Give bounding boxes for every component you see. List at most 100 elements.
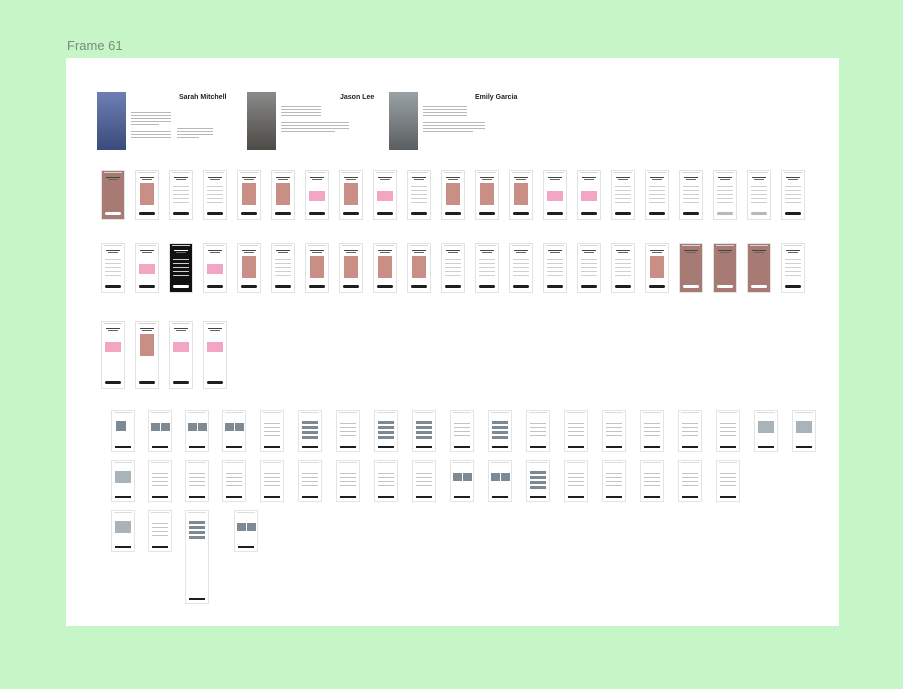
wireframe-screen[interactable]	[526, 460, 550, 502]
wireframe-screen[interactable]	[450, 460, 474, 502]
wireframe-screen[interactable]	[602, 410, 626, 452]
app-screen[interactable]	[237, 170, 261, 220]
app-screen[interactable]	[713, 243, 737, 293]
app-screen[interactable]	[679, 243, 703, 293]
persona-name: Sarah Mitchell	[179, 94, 227, 101]
wireframe-screen[interactable]	[148, 460, 172, 502]
app-screen[interactable]	[135, 243, 159, 293]
app-screen[interactable]	[373, 170, 397, 220]
wireframe-screen[interactable]	[148, 410, 172, 452]
wireframe-screen[interactable]	[148, 510, 172, 552]
app-screen[interactable]	[101, 170, 125, 220]
app-screen[interactable]	[101, 243, 125, 293]
persona-name: Jason Lee	[340, 94, 375, 101]
wireframe-screen[interactable]	[526, 410, 550, 452]
app-screen[interactable]	[747, 170, 771, 220]
app-screen[interactable]	[645, 243, 669, 293]
app-screen[interactable]	[543, 170, 567, 220]
app-screen[interactable]	[169, 243, 193, 293]
app-screen[interactable]	[373, 243, 397, 293]
wireframe-screen[interactable]	[792, 410, 816, 452]
wireframe-screen[interactable]	[374, 460, 398, 502]
app-screen[interactable]	[169, 170, 193, 220]
app-screen[interactable]	[577, 170, 601, 220]
app-screen[interactable]	[169, 321, 193, 389]
app-screen[interactable]	[407, 170, 431, 220]
app-screen[interactable]	[611, 243, 635, 293]
app-screen[interactable]	[203, 170, 227, 220]
canvas-frame[interactable]: Sarah Mitchell Jason Lee Emily Garcia	[66, 58, 839, 626]
app-screen[interactable]	[305, 243, 329, 293]
wireframe-screen[interactable]	[412, 460, 436, 502]
app-screen[interactable]	[203, 243, 227, 293]
app-screen[interactable]	[543, 243, 567, 293]
wireframe-screen[interactable]	[602, 460, 626, 502]
app-screen[interactable]	[679, 170, 703, 220]
wireframe-screen[interactable]	[260, 460, 284, 502]
wireframe-screen[interactable]	[336, 410, 360, 452]
persona-goals-lines	[455, 122, 485, 134]
wireframe-screen[interactable]	[111, 510, 135, 552]
wireframe-screen[interactable]	[488, 460, 512, 502]
app-screen[interactable]	[441, 243, 465, 293]
wireframe-screen[interactable]	[185, 410, 209, 452]
wireframe-screen[interactable]	[336, 460, 360, 502]
app-screen[interactable]	[475, 243, 499, 293]
wireframe-screen[interactable]	[185, 460, 209, 502]
app-screen[interactable]	[781, 243, 805, 293]
persona-goals-lines	[177, 128, 213, 140]
persona-bio-lines	[423, 106, 467, 134]
wireframe-screen[interactable]	[298, 460, 322, 502]
app-screen[interactable]	[135, 321, 159, 389]
wireframe-screen[interactable]	[640, 410, 664, 452]
app-screen[interactable]	[441, 170, 465, 220]
persona-card-sarah[interactable]: Sarah Mitchell	[97, 92, 247, 150]
app-screen[interactable]	[203, 321, 227, 389]
app-screen[interactable]	[611, 170, 635, 220]
wireframe-screen[interactable]	[111, 460, 135, 502]
wireframe-screen[interactable]	[678, 410, 702, 452]
wireframe-screen[interactable]	[564, 460, 588, 502]
wireframe-screen[interactable]	[298, 410, 322, 452]
app-screen[interactable]	[509, 170, 533, 220]
wireframe-screen[interactable]	[111, 410, 135, 452]
app-screen[interactable]	[271, 243, 295, 293]
app-screen[interactable]	[407, 243, 431, 293]
wireframe-screen[interactable]	[412, 410, 436, 452]
wireframe-screen[interactable]	[716, 410, 740, 452]
persona-card-jason[interactable]: Jason Lee	[247, 92, 387, 150]
wireframe-screen[interactable]	[374, 410, 398, 452]
app-screen[interactable]	[509, 243, 533, 293]
app-screen[interactable]	[747, 243, 771, 293]
persona-goals-lines	[315, 122, 349, 134]
persona-card-emily[interactable]: Emily Garcia	[389, 92, 529, 150]
wireframe-screen[interactable]	[640, 460, 664, 502]
persona-bio-lines	[281, 106, 321, 134]
wireframe-screen[interactable]	[678, 460, 702, 502]
wireframe-screen[interactable]	[564, 410, 588, 452]
app-screen[interactable]	[781, 170, 805, 220]
wireframe-screen[interactable]	[185, 510, 209, 604]
app-screen[interactable]	[645, 170, 669, 220]
wireframe-screen[interactable]	[260, 410, 284, 452]
persona-bio-lines	[131, 112, 171, 140]
wireframe-screen[interactable]	[222, 460, 246, 502]
wireframe-screen[interactable]	[754, 410, 778, 452]
app-screen[interactable]	[713, 170, 737, 220]
app-screen[interactable]	[577, 243, 601, 293]
persona-photo	[389, 92, 418, 150]
app-screen[interactable]	[339, 170, 363, 220]
app-screen[interactable]	[475, 170, 499, 220]
app-screen[interactable]	[101, 321, 125, 389]
wireframe-screen[interactable]	[716, 460, 740, 502]
frame-title[interactable]: Frame 61	[67, 38, 123, 53]
wireframe-screen[interactable]	[488, 410, 512, 452]
wireframe-screen[interactable]	[234, 510, 258, 552]
app-screen[interactable]	[135, 170, 159, 220]
app-screen[interactable]	[271, 170, 295, 220]
wireframe-screen[interactable]	[222, 410, 246, 452]
app-screen[interactable]	[305, 170, 329, 220]
app-screen[interactable]	[339, 243, 363, 293]
wireframe-screen[interactable]	[450, 410, 474, 452]
app-screen[interactable]	[237, 243, 261, 293]
